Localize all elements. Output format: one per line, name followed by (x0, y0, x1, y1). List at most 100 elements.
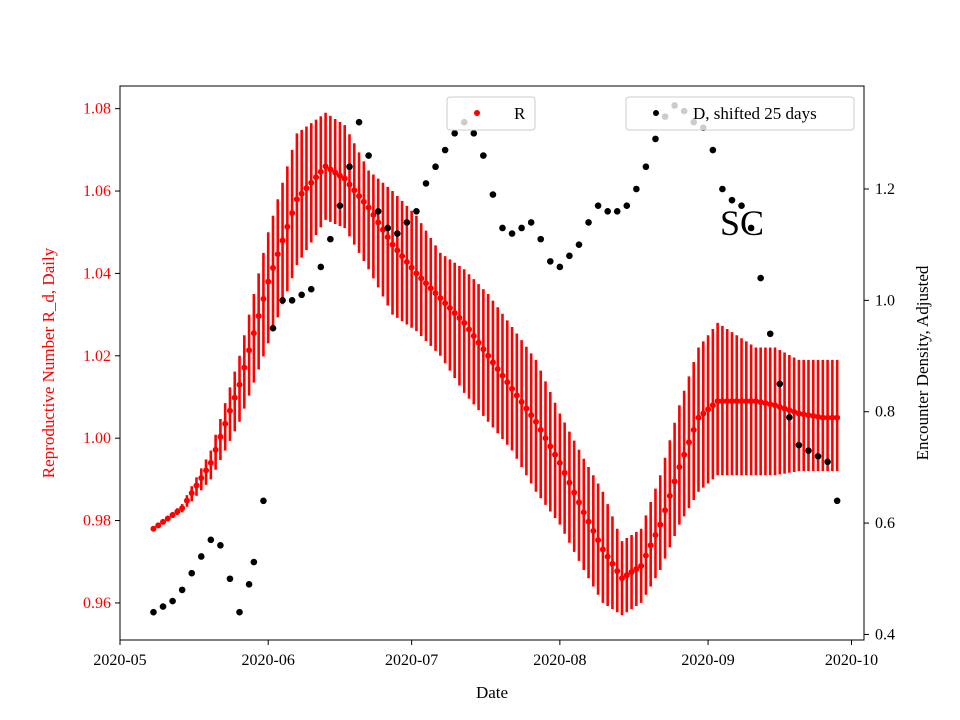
d-point (355, 118, 363, 126)
y-left-tick-label: 1.06 (83, 183, 111, 200)
d-point (738, 202, 745, 210)
r-point (384, 234, 391, 241)
y-right-axis-label: Encounter Density, Adjusted (913, 265, 932, 460)
d-point (269, 324, 277, 332)
d-point (403, 219, 411, 226)
d-point (585, 219, 592, 226)
r-point (662, 507, 669, 514)
x-tick-label: 2020-10 (825, 652, 878, 669)
r-point (442, 300, 449, 307)
d-point (236, 608, 243, 616)
y-left-tick-label: 0.96 (83, 595, 111, 612)
r-point (164, 515, 171, 522)
r-point (241, 364, 248, 371)
r-point (561, 469, 568, 476)
d-point (260, 497, 267, 505)
r-point (690, 426, 697, 433)
plot-frame (119, 85, 865, 641)
r-point (332, 169, 339, 176)
d-point (604, 207, 611, 215)
annotation-sc: SC (720, 203, 764, 243)
r-point (351, 187, 358, 194)
r-point (714, 398, 721, 405)
d-point (747, 224, 755, 232)
r-point (246, 347, 253, 354)
d-point (441, 146, 449, 154)
r-point (260, 295, 267, 302)
y-right-tick-label: 1.0 (875, 292, 895, 309)
d-point (556, 263, 564, 271)
d-point (432, 163, 439, 171)
d-point (150, 608, 157, 616)
y-left-tick-label: 1.00 (83, 430, 111, 447)
d-point (728, 196, 736, 204)
r-point (590, 527, 597, 534)
r-point (834, 414, 841, 421)
x-tick-label: 2020-09 (681, 652, 734, 669)
r-smoothed-points (150, 163, 841, 582)
d-point (250, 558, 258, 566)
r-point (217, 433, 224, 440)
d-point (833, 497, 841, 505)
r-point (700, 410, 707, 417)
r-point (599, 546, 606, 553)
y-left-tick-label: 1.02 (83, 348, 111, 365)
legend-d-marker (653, 110, 659, 116)
legend-r: R (446, 96, 536, 131)
r-point (518, 398, 525, 405)
r-point (671, 478, 678, 485)
r-point (375, 219, 382, 226)
d-point (327, 235, 334, 243)
x-axis-label: Date (476, 683, 508, 702)
r-point (336, 172, 343, 179)
d-point (757, 274, 764, 282)
r-point (160, 518, 167, 525)
d-point (336, 202, 344, 210)
r-point (308, 179, 315, 186)
r-point (772, 402, 779, 409)
d-point (226, 575, 234, 583)
r-point (446, 305, 453, 312)
r-point (341, 175, 348, 182)
r-point (212, 446, 219, 453)
r-point (303, 185, 310, 192)
y-left-tick-label: 1.04 (83, 265, 111, 282)
r-point (289, 210, 296, 217)
r-point (705, 406, 712, 413)
d-point (307, 285, 315, 293)
d-point (518, 224, 525, 232)
r-point (566, 479, 573, 486)
d-point (365, 152, 372, 159)
d-point (394, 230, 401, 237)
d-point (623, 202, 631, 210)
r-point (422, 280, 429, 287)
r-point (513, 392, 520, 399)
r-point (580, 509, 587, 516)
d-point (288, 297, 296, 304)
y-left-axis-label: Reproductive Number R_d, Daily (39, 247, 58, 478)
d-point (197, 553, 205, 560)
r-point (542, 435, 549, 442)
r-point (403, 258, 410, 265)
d-point (384, 224, 392, 232)
r-point (537, 426, 544, 433)
r-point (776, 403, 783, 410)
r-point (595, 537, 602, 544)
r-point (805, 412, 812, 419)
r-point (642, 552, 649, 559)
d-point (613, 207, 621, 215)
r-point (408, 264, 415, 271)
r-point (174, 508, 181, 515)
r-point (169, 512, 176, 519)
r-point (575, 499, 582, 506)
r-point (523, 405, 530, 412)
r-point (313, 174, 320, 181)
d-point (217, 542, 224, 549)
r-point (547, 443, 554, 450)
d-point (279, 297, 286, 304)
r-point (528, 412, 535, 419)
r-point (188, 490, 195, 497)
d-point (719, 185, 726, 193)
d-point (374, 207, 382, 215)
r-point (327, 166, 334, 173)
